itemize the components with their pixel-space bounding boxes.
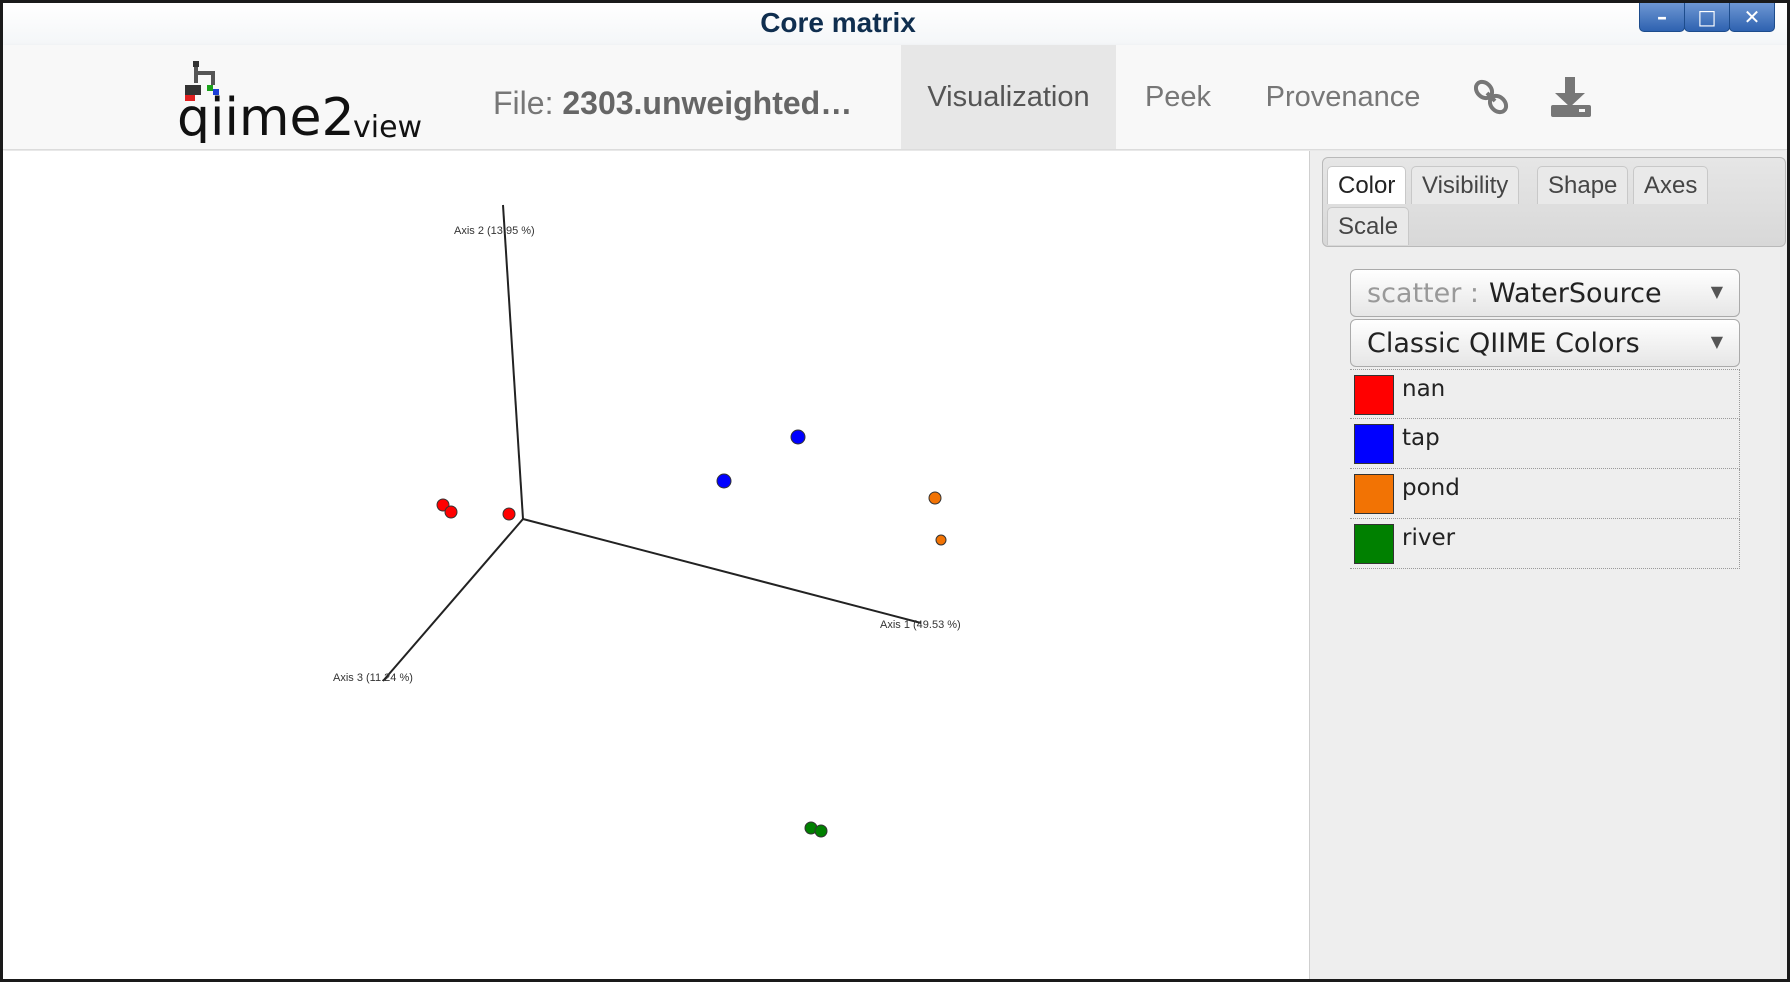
color-swatch[interactable] bbox=[1354, 424, 1394, 464]
color-swatch[interactable] bbox=[1354, 375, 1394, 415]
link-icon[interactable] bbox=[1469, 75, 1513, 119]
tab-scale[interactable]: Scale bbox=[1327, 207, 1410, 245]
scatter-label: scatter : bbox=[1367, 277, 1480, 309]
color-legend: nan tap pond river bbox=[1350, 369, 1740, 569]
close-button[interactable]: ✕ bbox=[1729, 3, 1775, 32]
axis-line-3 bbox=[382, 518, 524, 682]
tab-visualization[interactable]: Visualization bbox=[901, 45, 1116, 149]
sample-point-nan[interactable] bbox=[444, 505, 458, 519]
color-swatch[interactable] bbox=[1354, 474, 1394, 514]
file-prefix: File: bbox=[493, 85, 563, 121]
minimize-button[interactable]: – bbox=[1639, 3, 1685, 32]
qiime2-view-logo[interactable]: qiime2 view bbox=[173, 59, 433, 143]
tab-peek[interactable]: Peek bbox=[1144, 80, 1212, 113]
axis-line-1 bbox=[522, 518, 922, 624]
legend-label: tap bbox=[1402, 425, 1440, 451]
file-label: File: 2303.unweighted… bbox=[493, 85, 852, 122]
sample-point-pond[interactable] bbox=[928, 491, 942, 505]
color-scheme-value: Classic QIIME Colors bbox=[1367, 327, 1640, 359]
logo-wordmark: qiime2 bbox=[177, 88, 355, 143]
tab-shape[interactable]: Shape bbox=[1537, 166, 1629, 204]
maximize-button[interactable]: □ bbox=[1684, 3, 1730, 32]
window-controls: – □ ✕ bbox=[1639, 3, 1775, 32]
window-title: Core matrix bbox=[760, 7, 916, 38]
axis-line-2 bbox=[502, 204, 524, 520]
pcoa-scatter-plot[interactable]: Axis 1 (49.53 %) Axis 2 (13.95 %) Axis 3 (… bbox=[3, 151, 1309, 967]
tab-provenance[interactable]: Provenance bbox=[1265, 80, 1421, 113]
logo-subtext: view bbox=[353, 110, 422, 143]
legend-row-nan: nan bbox=[1350, 369, 1740, 419]
sample-point-pond[interactable] bbox=[935, 534, 947, 546]
scatter-value: WaterSource bbox=[1489, 277, 1662, 309]
tab-axes[interactable]: Axes bbox=[1633, 166, 1709, 204]
tab-visibility[interactable]: Visibility bbox=[1411, 166, 1520, 204]
axes: Axis 1 (49.53 %) Axis 2 (13.95 %) Axis 3 (… bbox=[333, 204, 961, 684]
panel-tab-bar: Color Visibility Shape Axes Scale bbox=[1322, 157, 1786, 247]
chevron-down-icon: ▼ bbox=[1710, 282, 1723, 301]
color-scheme-select[interactable]: Classic QIIME Colors ▼ bbox=[1350, 319, 1740, 367]
legend-label: pond bbox=[1402, 475, 1460, 501]
color-swatch[interactable] bbox=[1354, 524, 1394, 564]
sample-point-tap[interactable] bbox=[790, 429, 806, 445]
file-name: 2303.unweighted… bbox=[562, 85, 853, 121]
axis-label-1: Axis 1 (49.53 %) bbox=[880, 619, 961, 631]
axis-label-2: Axis 2 (13.95 %) bbox=[454, 225, 535, 237]
legend-row-pond: pond bbox=[1350, 469, 1740, 519]
sample-point-nan[interactable] bbox=[502, 507, 516, 521]
scatter-category-select[interactable]: scatter : WaterSource ▼ bbox=[1350, 269, 1740, 317]
legend-label: river bbox=[1402, 525, 1456, 551]
data-points bbox=[436, 429, 947, 838]
sample-point-tap[interactable] bbox=[716, 473, 732, 489]
axis-label-3: Axis 3 (11.24 %) bbox=[333, 672, 413, 684]
emperor-plot-viewport[interactable]: Axis 1 (49.53 %) Axis 2 (13.95 %) Axis 3 (… bbox=[3, 151, 1309, 967]
title-bar: Core matrix – □ ✕ bbox=[3, 3, 1787, 45]
tab-color[interactable]: Color bbox=[1327, 166, 1407, 204]
download-icon[interactable] bbox=[1549, 75, 1593, 119]
legend-row-tap: tap bbox=[1350, 419, 1740, 469]
legend-label: nan bbox=[1402, 376, 1446, 402]
legend-row-river: river bbox=[1350, 519, 1740, 569]
navbar: qiime2 view File: 2303.unweighted… Visua… bbox=[3, 45, 1787, 150]
control-panel: Color Visibility Shape Axes Scale scatte… bbox=[1309, 151, 1787, 979]
chevron-down-icon: ▼ bbox=[1710, 332, 1723, 351]
sample-point-river[interactable] bbox=[814, 824, 828, 838]
